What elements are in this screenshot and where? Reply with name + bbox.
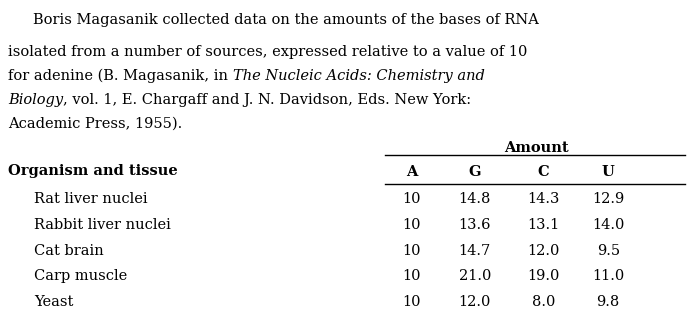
Text: 14.3: 14.3 <box>527 192 560 207</box>
Text: 19.0: 19.0 <box>527 269 560 284</box>
Text: Yeast: Yeast <box>34 295 74 309</box>
Text: 10: 10 <box>402 218 420 232</box>
Text: 12.0: 12.0 <box>458 295 491 309</box>
Text: 14.0: 14.0 <box>592 218 625 232</box>
Text: Carp muscle: Carp muscle <box>34 269 128 284</box>
Text: A: A <box>406 164 417 179</box>
Text: 10: 10 <box>402 269 420 284</box>
Text: Rabbit liver nuclei: Rabbit liver nuclei <box>34 218 171 232</box>
Text: isolated from a number of sources, expressed relative to a value of 10: isolated from a number of sources, expre… <box>8 45 528 60</box>
Text: Academic Press, 1955).: Academic Press, 1955). <box>8 116 182 131</box>
Text: 14.8: 14.8 <box>458 192 491 207</box>
Text: The Nucleic Acids: Chemistry and: The Nucleic Acids: Chemistry and <box>233 69 485 83</box>
Text: Biology: Biology <box>8 93 63 107</box>
Text: 8.0: 8.0 <box>532 295 555 309</box>
Text: C: C <box>538 164 549 179</box>
Text: 9.8: 9.8 <box>596 295 620 309</box>
Text: U: U <box>602 164 614 179</box>
Text: for adenine (B. Magasanik, in: for adenine (B. Magasanik, in <box>8 69 233 84</box>
Text: Boris Magasanik collected data on the amounts of the bases of RNA: Boris Magasanik collected data on the am… <box>33 13 539 27</box>
Text: Organism and tissue: Organism and tissue <box>8 164 178 179</box>
Text: 10: 10 <box>402 192 420 207</box>
Text: 13.6: 13.6 <box>458 218 491 232</box>
Text: 11.0: 11.0 <box>592 269 624 284</box>
Text: 13.1: 13.1 <box>528 218 559 232</box>
Text: 12.0: 12.0 <box>527 244 560 258</box>
Text: 14.7: 14.7 <box>459 244 491 258</box>
Text: 9.5: 9.5 <box>596 244 620 258</box>
Text: G: G <box>469 164 481 179</box>
Text: Amount: Amount <box>504 141 569 156</box>
Text: 10: 10 <box>402 244 420 258</box>
Text: 12.9: 12.9 <box>592 192 624 207</box>
Text: Cat brain: Cat brain <box>34 244 104 258</box>
Text: Rat liver nuclei: Rat liver nuclei <box>34 192 148 207</box>
Text: , vol. 1, E. Chargaff and J. N. Davidson, Eds. New York:: , vol. 1, E. Chargaff and J. N. Davidson… <box>63 93 471 107</box>
Text: 10: 10 <box>402 295 420 309</box>
Text: 21.0: 21.0 <box>458 269 491 284</box>
